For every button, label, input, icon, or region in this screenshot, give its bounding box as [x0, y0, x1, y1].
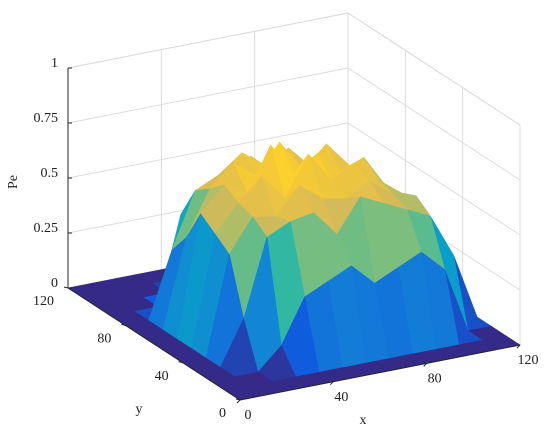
x-tick-label: 40	[334, 390, 348, 405]
grid-line	[67, 12, 349, 69]
z-tick-label: 0.25	[34, 221, 59, 236]
y-tick-label: 120	[33, 294, 54, 309]
x-axis	[239, 344, 521, 401]
y-tick	[63, 286, 69, 289]
y-axis	[67, 287, 241, 401]
z-tick-label: 0.75	[34, 111, 59, 126]
y-axis-label: y	[136, 402, 143, 417]
x-tick	[423, 362, 428, 367]
grid-line	[347, 67, 521, 181]
z-tick-label: 0.5	[41, 166, 59, 181]
grid-line	[347, 122, 521, 236]
y-tick	[178, 361, 183, 364]
y-tick	[121, 323, 126, 326]
z-tick-label: 0	[51, 276, 58, 291]
x-axis-label: x	[360, 413, 367, 428]
y-tick-label: 40	[155, 369, 169, 384]
z-axis-label: Pe	[6, 175, 21, 189]
y-tick-label: 0	[219, 406, 226, 421]
x-tick-label: 0	[245, 408, 252, 423]
x-tick	[329, 381, 334, 386]
y-tick-label: 80	[97, 332, 111, 347]
grid-line	[67, 67, 349, 124]
x-tick-label: 120	[518, 353, 539, 368]
x-tick	[236, 399, 241, 404]
x-tick	[516, 344, 521, 349]
z-tick-label: 1	[51, 56, 58, 71]
grid-line	[67, 122, 349, 179]
x-tick-label: 80	[428, 372, 442, 387]
y-tick	[235, 398, 241, 401]
grid-line	[347, 12, 521, 126]
